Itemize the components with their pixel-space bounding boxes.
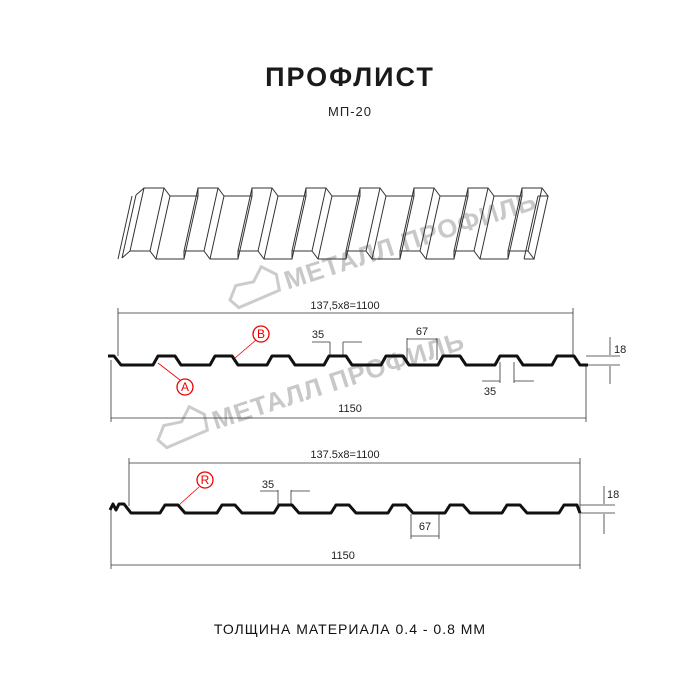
sheet-fold-line: [365, 187, 381, 252]
sheet-fold-line: [209, 195, 225, 260]
marker-leader-b: [234, 339, 257, 359]
sheet-fold-line: [237, 187, 253, 252]
marker-leader-a: [157, 362, 181, 381]
sheet-fold-line: [419, 187, 435, 252]
pitch-label: 137,5x8=1100: [310, 300, 379, 312]
sheet-fold-line: [183, 187, 199, 252]
sheet-fold-line: [345, 187, 361, 252]
crest-width-label: 35: [262, 479, 274, 491]
watermark-logo-icon: [228, 264, 282, 310]
valley-width-label: 67: [416, 326, 428, 338]
sheet-fold-line: [533, 195, 549, 260]
sheet-fold-line: [453, 195, 469, 260]
page-subtitle: МП-20: [328, 104, 372, 119]
marker-a: [176, 378, 194, 396]
sheet-fold-line: [263, 195, 279, 260]
sheet-fold-line: [237, 195, 253, 260]
sheet-fold-line: [155, 195, 171, 260]
sheet-fold-line: [183, 195, 199, 260]
crest-width-label: 35: [312, 329, 324, 341]
profile-line: [108, 502, 582, 515]
watermark-text: МЕТАЛЛ ПРОФИЛЬ: [208, 325, 468, 435]
marker-a-label: A: [181, 380, 189, 394]
height-label: 18: [607, 489, 619, 501]
profile-line: [108, 354, 588, 367]
marker-leader-r: [178, 486, 200, 506]
sheet-fold-line: [129, 187, 145, 252]
marker-b-label: B: [257, 327, 265, 341]
sheet-fold-line: [317, 195, 333, 260]
sheet-fold-line: [479, 195, 495, 260]
watermark-2: МЕТАЛЛ ПРОФИЛЬ: [156, 325, 468, 450]
material-thickness-note: ТОЛЩИНА МАТЕРИАЛА 0.4 - 0.8 ММ: [213, 621, 487, 637]
marker-b: [252, 325, 270, 343]
sheet-fold-line: [523, 195, 539, 260]
watermark-logo-icon: [156, 404, 210, 450]
height-label: 18: [614, 344, 626, 356]
profile-section-a: [108, 308, 620, 422]
sheet-fold-line: [371, 195, 387, 260]
total-width-label: 1150: [338, 403, 362, 415]
sheet-side-edge: [117, 195, 133, 260]
total-width-label: 1150: [331, 550, 355, 562]
sheet-fold-line: [203, 187, 219, 252]
page-title: ПРОФЛИСТ: [265, 62, 435, 92]
bottom-width-label: 35: [484, 386, 496, 398]
marker-r-label: R: [201, 473, 210, 487]
sheet-fold-line: [399, 195, 415, 260]
sheet-fold-line: [121, 194, 137, 259]
sheet-fold-line: [311, 187, 327, 252]
sheet-fold-line: [425, 195, 441, 260]
sheet-fold-line: [291, 195, 307, 260]
marker-r: [196, 471, 214, 489]
sheet-fold-line: [345, 195, 361, 260]
sheet-fold-line: [399, 187, 415, 252]
valley-width-label: 67: [419, 521, 431, 533]
sheet-fold-line: [453, 187, 469, 252]
sheet-fold-line: [507, 187, 523, 252]
sheet-fold-line: [473, 187, 489, 252]
pitch-label: 137.5x8=1100: [310, 449, 379, 461]
sheet-fold-line: [527, 187, 543, 252]
sheet-fold-line: [257, 187, 273, 252]
sheet-3d-illustration: [117, 187, 549, 260]
sheet-fold-line: [149, 187, 165, 252]
sheet-fold-line: [507, 195, 523, 260]
profile-section-r: [108, 458, 615, 569]
sheet-fold-line: [291, 187, 307, 252]
watermark-text: МЕТАЛЛ ПРОФИЛЬ: [280, 185, 540, 295]
